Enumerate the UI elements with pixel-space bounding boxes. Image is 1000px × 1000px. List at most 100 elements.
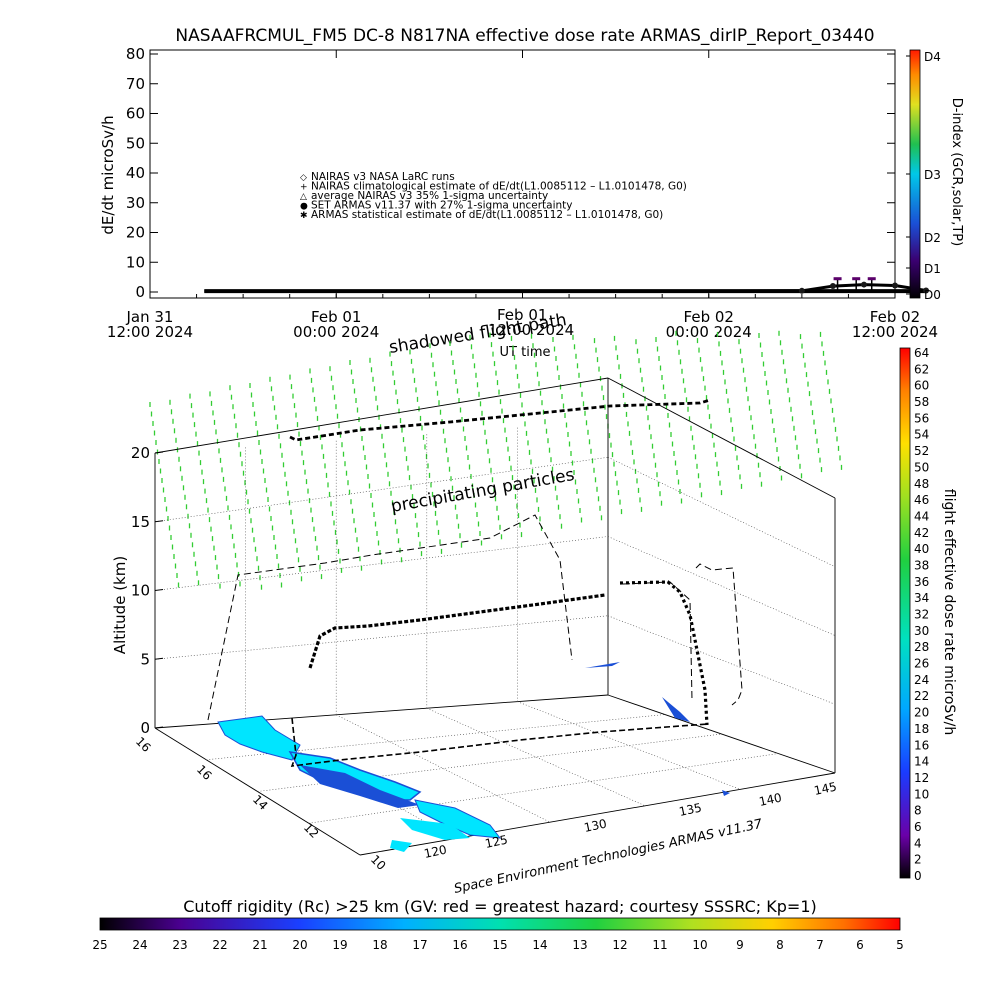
land-mass [390,840,412,852]
latitude-tick-label: 10 [368,852,389,873]
chart-title: NASAAFRCMUL_FM5 DC-8 N817NA effective do… [175,26,874,46]
grid-line [426,707,646,807]
cutoff-colorbar-label: 23 [172,938,187,952]
dose-colorbar-label: 26 [914,657,929,671]
flight-ground-track [290,717,709,767]
precipitating-particles-field [149,330,843,590]
ts-ytick-label: 40 [126,164,145,182]
altitude-tick-label: 0 [140,719,150,737]
dindex-label: D1 [924,262,941,276]
cutoff-colorbar [99,917,901,931]
altitude-tick [154,726,164,729]
land-mass [400,818,470,840]
altitude-tick-label: 15 [131,513,150,531]
land-mass [300,765,420,808]
altitude-tick [154,657,164,660]
ts-xtick-label: Feb 02 [684,308,734,326]
dose-colorbar-label: 30 [914,624,929,638]
latitude-tick-label: 14 [250,792,271,813]
precipitating-label: precipitating particles [389,465,576,517]
ts-xtick-label: Feb 01 [311,308,361,326]
dose-colorbar-label: 42 [914,526,929,540]
dose-colorbar-label: 56 [914,411,929,425]
land-mass [662,697,690,722]
ts-xlabel: UT time [500,345,551,360]
box-edge [359,772,836,856]
ts-ytick-label: 10 [126,253,145,271]
altitude-tick [154,520,164,523]
ts-xtick-label: Feb 02 [870,308,920,326]
land-mass [414,799,502,839]
dindex-labels: D0 D1 D2 D3 D4 [906,50,941,302]
legend-symbol: △ [300,192,307,202]
ts-y-axis: 0 10 20 30 40 50 60 70 80 [126,45,895,301]
ts-xtick-label: 12:00 2024 [852,323,938,341]
longitude-tick-label: 145 [813,779,838,797]
dose-colorbar-label: 40 [914,542,929,556]
grid-line [517,701,741,790]
dose-colorbar-label: 0 [914,869,922,883]
dose-colorbar-label: 8 [914,804,922,818]
altitude-tick-label: 20 [131,444,150,462]
ts-ylabel: dE/dt microSv/h [99,115,117,234]
ts-error-cap [867,277,876,281]
credit-label: Space Environment Technologies ARMAS v11… [453,817,765,897]
cutoff-colorbar-label: 15 [492,938,507,952]
floor-map [217,662,730,852]
ts-xtick-label: 12:00 2024 [107,323,193,341]
box-edge [154,377,609,454]
legend-symbol: ● [300,202,308,212]
longitude-tick-label: 120 [423,842,448,860]
ts-xtick-label: 00:00 2024 [666,323,752,341]
cutoff-colorbar-label: 13 [572,938,587,952]
legend-symbol: ✱ [300,211,308,221]
ts-xtick-label: Jan 31 [126,308,174,326]
flight-altitude-projection [695,563,743,706]
dose-colorbar-label: 44 [914,509,929,523]
dose-colorbar-label: 64 [914,346,929,360]
altitude-tick-label: 10 [131,582,150,600]
ts-legend: ◇ NAIRAS v3 NASA LaRC runs+ NAIRAS climato… [300,171,687,221]
grid-line [336,714,551,823]
cutoff-colorbar-label: 11 [652,938,667,952]
longitude-tick-label: 125 [484,832,509,850]
cutoff-colorbar-labels: 25 24 23 22 21 20 19 18 17 16 15 14 13 12 11 10 9 8 7 6 5 [92,938,903,952]
cutoff-colorbar-label: 18 [372,938,387,952]
dose-colorbar-label: 52 [914,444,929,458]
ts-series-point [798,287,805,294]
ts-series-point [923,287,930,294]
land-mass [217,715,301,761]
ts-error-cap [852,277,861,281]
ts-ytick-label: 0 [135,283,145,301]
cutoff-colorbar-label: 5 [896,938,904,952]
dose-colorbar-label: 32 [914,608,929,622]
cutoff-colorbar-label: 24 [132,938,147,952]
longitude-tick-label: 135 [678,800,703,818]
cutoff-colorbar-label: 17 [412,938,427,952]
grid-line [607,536,836,636]
flight-altitude-projection [207,514,573,721]
ts-series-line [204,283,927,293]
grid-line [607,615,836,705]
altitude-axis: 0 5 10 15 20 [131,444,164,737]
grid-line [308,753,779,824]
cutoff-colorbar-label: 16 [452,938,467,952]
altitude-label: Altitude (km) [111,556,129,654]
dindex-label: D2 [924,231,941,245]
dose-colorbar-label: 22 [914,689,929,703]
dose-colorbar-label: 16 [914,738,929,752]
ts-ytick-label: 70 [126,75,145,93]
dose-colorbar-title: flight effective dose rate microSv/h [941,489,957,735]
ts-ytick-label: 20 [126,224,145,242]
grid-line [154,536,609,591]
land-mass [585,662,620,668]
cutoff-colorbar-label: 9 [736,938,744,952]
ts-xtick-label: 00:00 2024 [293,323,379,341]
legend-text: average NAIRAS v3 35% 1-sigma uncertaint… [311,190,548,202]
cutoff-colorbar-label: 14 [532,938,547,952]
cutoff-colorbar-label: 22 [212,938,227,952]
dose-colorbar-label: 4 [914,836,922,850]
dose-colorbar-label: 18 [914,722,929,736]
legend-text: NAIRAS climatological estimate of dE/dt(… [311,181,687,193]
ts-series-point [892,282,898,289]
